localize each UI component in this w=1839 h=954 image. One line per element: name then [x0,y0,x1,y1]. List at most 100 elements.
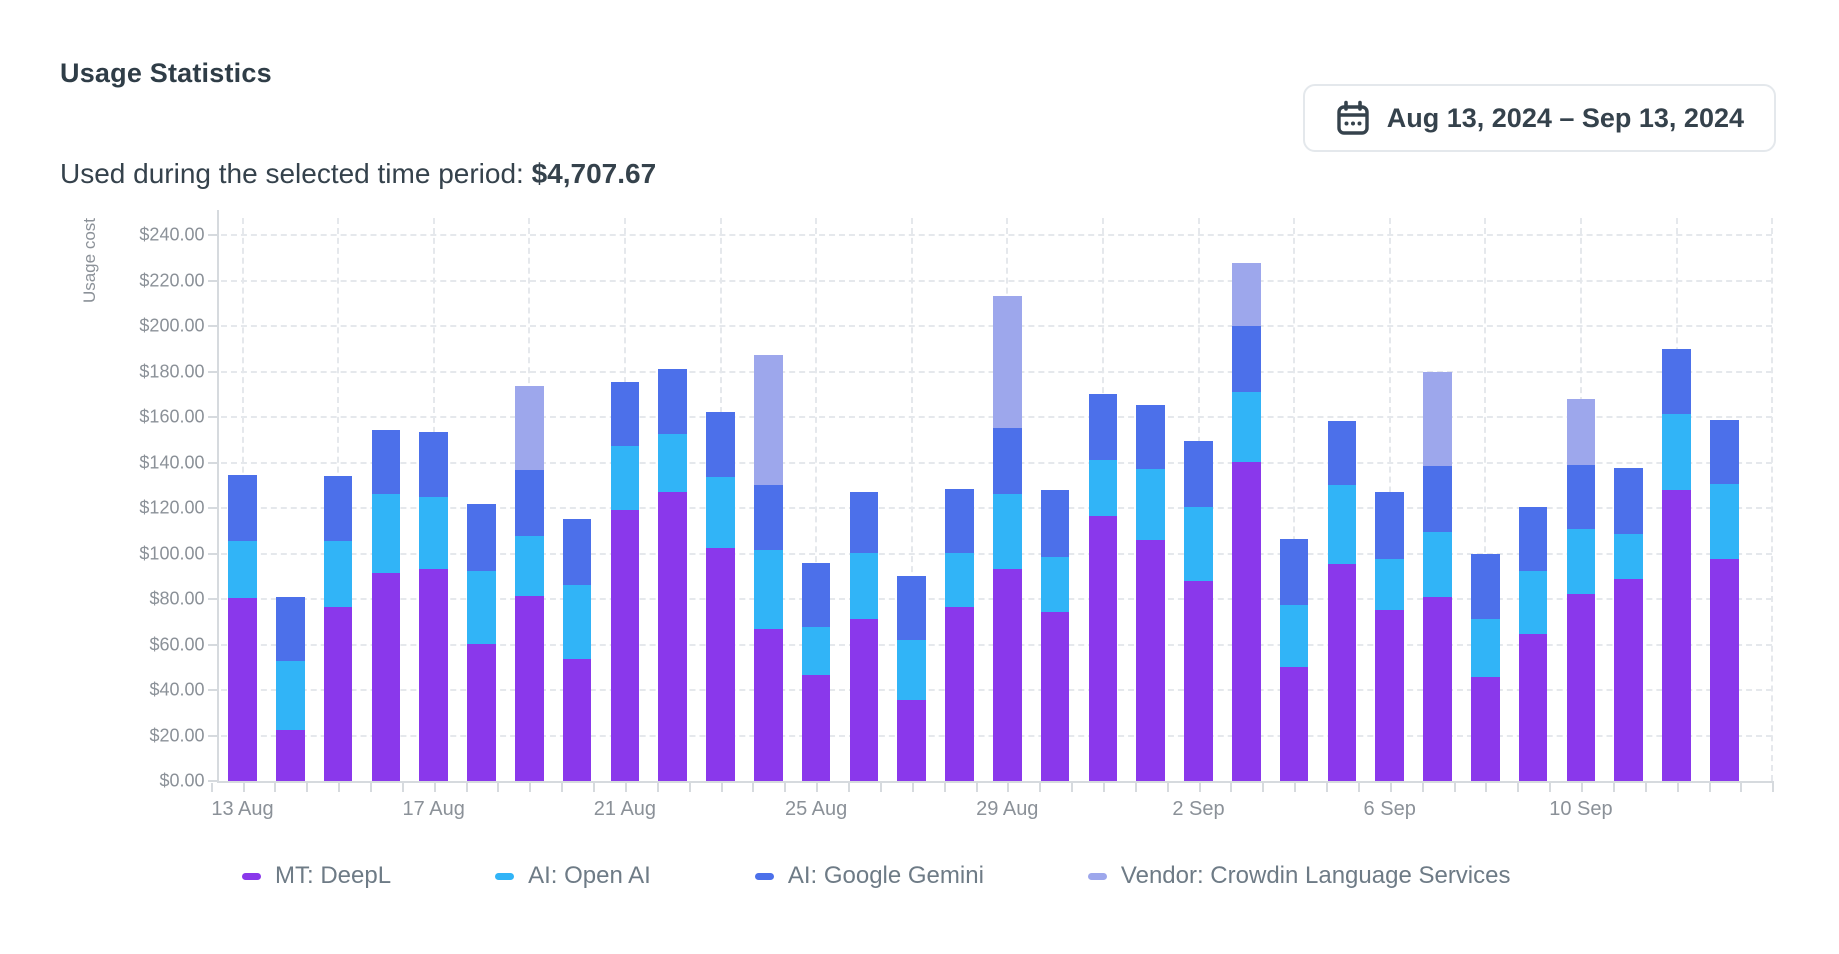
bar-segment-deepl[interactable] [323,607,353,781]
bar-segment-deepl[interactable] [706,547,735,781]
bar-segment-google-gemini[interactable] [1710,419,1739,484]
bar-segment-crowdin-language-services[interactable] [993,296,1022,429]
bar-segment-google-gemini[interactable] [1088,394,1118,460]
bar-30-aug[interactable] [1040,489,1070,781]
bar-segment-google-gemini[interactable] [323,475,353,542]
bar-segment-open-ai[interactable] [1088,460,1118,516]
bar-segment-open-ai[interactable] [1710,483,1739,560]
bar-23-aug[interactable] [706,412,735,781]
bar-segment-google-gemini[interactable] [1375,492,1404,560]
bar-segment-google-gemini[interactable] [706,412,735,478]
bar-segment-deepl[interactable] [562,658,592,781]
bar-10-sep[interactable] [1566,399,1596,781]
bar-segment-deepl[interactable] [1136,540,1165,781]
bar-segment-open-ai[interactable] [562,585,592,659]
bar-segment-open-ai[interactable] [515,535,544,596]
bar-segment-deepl[interactable] [515,595,544,781]
bar-17-aug[interactable] [419,432,448,781]
bar-segment-deepl[interactable] [1662,490,1691,781]
bar-segment-open-ai[interactable] [610,445,640,510]
bar-27-aug[interactable] [897,575,926,781]
bar-segment-google-gemini[interactable] [1040,489,1070,557]
bar-segment-deepl[interactable] [371,572,401,781]
bar-segment-open-ai[interactable] [1662,414,1691,491]
bar-segment-open-ai[interactable] [323,541,353,608]
bar-segment-open-ai[interactable] [993,494,1022,569]
bar-segment-crowdin-language-services[interactable] [515,386,544,470]
bar-segment-google-gemini[interactable] [371,430,401,495]
bar-segment-deepl[interactable] [1423,596,1452,781]
bar-segment-deepl[interactable] [801,675,831,781]
bar-segment-google-gemini[interactable] [801,562,831,628]
bar-29-aug[interactable] [993,296,1022,781]
bar-segment-deepl[interactable] [1279,666,1309,781]
bar-segment-google-gemini[interactable] [993,428,1022,495]
bar-9-sep[interactable] [1518,507,1548,781]
bar-18-aug[interactable] [467,503,496,781]
bar-segment-google-gemini[interactable] [945,488,974,554]
bar-segment-open-ai[interactable] [276,661,305,731]
bar-segment-open-ai[interactable] [1518,571,1548,634]
bar-24-aug[interactable] [754,354,783,781]
bar-segment-google-gemini[interactable] [754,485,783,550]
bar-segment-deepl[interactable] [419,568,448,781]
bar-25-aug[interactable] [801,562,831,781]
bar-segment-deepl[interactable] [467,644,496,781]
bar-segment-open-ai[interactable] [1327,485,1357,565]
bar-segment-open-ai[interactable] [371,494,401,573]
bar-segment-google-gemini[interactable] [610,381,640,446]
bar-segment-deepl[interactable] [1518,633,1548,781]
bar-28-aug[interactable] [945,488,974,781]
bar-16-aug[interactable] [371,430,401,781]
bar-segment-deepl[interactable] [849,618,879,781]
bar-22-aug[interactable] [658,369,687,781]
bar-segment-deepl[interactable] [1184,581,1213,781]
bar-segment-open-ai[interactable] [228,540,257,598]
bar-segment-open-ai[interactable] [1375,559,1404,610]
bar-segment-deepl[interactable] [276,730,305,781]
bar-5-sep[interactable] [1327,420,1357,781]
bar-13-aug[interactable] [228,475,257,781]
bar-segment-open-ai[interactable] [467,570,496,645]
bar-segment-deepl[interactable] [1232,461,1261,781]
bar-segment-open-ai[interactable] [849,553,879,619]
bar-segment-deepl[interactable] [1471,677,1500,781]
bar-segment-crowdin-language-services[interactable] [1566,399,1596,465]
bar-segment-google-gemini[interactable] [228,475,257,541]
bar-segment-google-gemini[interactable] [419,432,448,498]
bar-segment-google-gemini[interactable] [1566,464,1596,529]
bar-2-sep[interactable] [1184,440,1213,781]
bar-segment-open-ai[interactable] [1279,605,1309,667]
bar-19-aug[interactable] [515,386,544,781]
legend-item-crowdin-language-services[interactable]: Vendor: Crowdin Language Services [1087,862,1510,890]
bar-4-sep[interactable] [1279,539,1309,781]
bar-segment-google-gemini[interactable] [1184,440,1213,507]
bar-segment-deepl[interactable] [897,700,926,781]
bar-segment-open-ai[interactable] [1040,556,1070,612]
bar-3-sep[interactable] [1232,262,1261,781]
bar-segment-deepl[interactable] [945,607,974,781]
bar-segment-open-ai[interactable] [419,497,448,569]
bar-segment-open-ai[interactable] [1423,531,1452,597]
bar-segment-google-gemini[interactable] [515,469,544,536]
bar-20-aug[interactable] [562,519,592,781]
bar-segment-google-gemini[interactable] [1518,507,1548,572]
bar-segment-google-gemini[interactable] [1279,539,1309,606]
bar-14-aug[interactable] [276,597,305,781]
legend-item-google-gemini[interactable]: AI: Google Gemini [754,862,984,890]
bar-segment-google-gemini[interactable] [849,491,879,554]
legend-item-deepl[interactable]: MT: DeepL [242,862,391,890]
bar-segment-open-ai[interactable] [754,549,783,630]
bar-segment-deepl[interactable] [993,568,1022,781]
bar-segment-deepl[interactable] [754,629,783,781]
bar-segment-google-gemini[interactable] [1327,420,1357,486]
bar-segment-google-gemini[interactable] [658,369,687,434]
bar-segment-deepl[interactable] [658,491,687,781]
bar-segment-open-ai[interactable] [801,627,831,676]
bar-segment-google-gemini[interactable] [467,503,496,571]
bar-segment-open-ai[interactable] [658,433,687,492]
bar-segment-google-gemini[interactable] [562,519,592,586]
bar-segment-deepl[interactable] [1375,609,1404,781]
bar-segment-deepl[interactable] [610,509,640,781]
bar-11-sep[interactable] [1614,468,1643,781]
